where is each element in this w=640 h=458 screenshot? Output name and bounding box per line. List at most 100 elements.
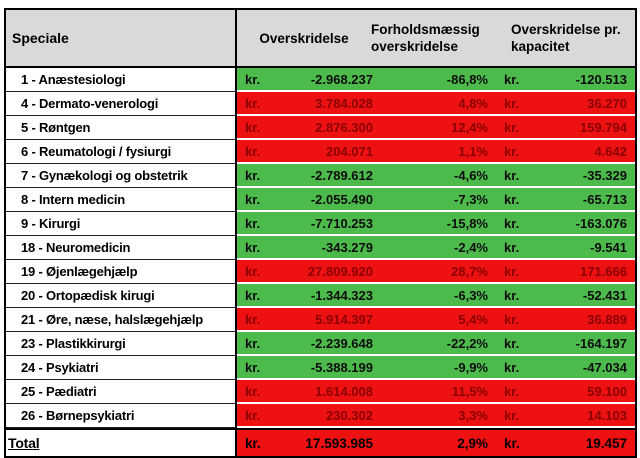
overskridelse-total: 17.593.985 [305,435,373,451]
row-values[interactable]: kr. 230.302 3,3% kr. 14.103 [237,404,635,428]
row-values[interactable]: kr. 204.071 1,1% kr. 4.642 [237,140,635,164]
table-row: 19 - Øjenlægehjælp kr. 27.809.920 28,7% … [6,260,635,284]
overskridelse-value: -2.239.648 [310,335,373,351]
row-values[interactable]: kr. 1.614.008 11,5% kr. 59.100 [237,380,635,404]
specialty-label[interactable]: 9 - Kirurgi [6,212,237,236]
per-capacity-value: 14.103 [587,407,627,423]
per-capacity-value: 171.666 [580,263,627,279]
total-values[interactable]: kr. 17.593.985 2,9% kr. 19.457 [237,430,635,456]
currency-label: kr. [504,335,520,351]
currency-label: kr. [504,311,520,327]
currency-label: kr. [504,383,520,399]
specialty-overrun-table: Speciale Overskridelse Forholdsmæssig ov… [4,8,637,458]
row-values[interactable]: kr. -1.344.323 -6,3% kr. -52.431 [237,284,635,308]
table-row: 20 - Ortopædisk kirugi kr. -1.344.323 -6… [6,284,635,308]
percent-value: -2,4% [454,239,488,255]
per-capacity-total: 19.457 [585,435,627,451]
overskridelse-value: -2.055.490 [310,191,373,207]
currency-label: kr. [504,215,520,231]
overskridelse-value: 204.071 [326,143,373,159]
currency-label: kr. [245,435,261,451]
per-capacity-value: 4.642 [594,143,627,159]
percent-total: 2,9% [457,435,488,451]
column-header-pr-kapacitet[interactable]: Overskridelse pr. kapacitet [511,22,621,54]
table-header-row: Speciale Overskridelse Forholdsmæssig ov… [6,10,635,68]
currency-label: kr. [504,407,520,423]
currency-label: kr. [245,407,261,423]
table-row: 1 - Anæstesiologi kr. -2.968.237 -86,8% … [6,68,635,92]
column-header-speciale[interactable]: Speciale [6,10,237,66]
currency-label: kr. [504,143,520,159]
overskridelse-value: -5.388.199 [310,359,373,375]
per-capacity-value: 36.889 [587,311,627,327]
specialty-label[interactable]: 18 - Neuromedicin [6,236,237,260]
per-capacity-value: -65.713 [582,191,627,207]
specialty-label[interactable]: 25 - Pædiatri [6,380,237,404]
total-label[interactable]: Total [6,430,237,456]
specialty-label[interactable]: 5 - Røntgen [6,116,237,140]
specialty-label[interactable]: 4 - Dermato-venerologi [6,92,237,116]
currency-label: kr. [504,359,520,375]
specialty-label[interactable]: 24 - Psykiatri [6,356,237,380]
table-row: 9 - Kirurgi kr. -7.710.253 -15,8% kr. -1… [6,212,635,236]
row-values[interactable]: kr. 5.914.397 5,4% kr. 36.889 [237,308,635,332]
table-row: 5 - Røntgen kr. 2.876.300 12,4% kr. 159.… [6,116,635,140]
row-values[interactable]: kr. -2.055.490 -7,3% kr. -65.713 [237,188,635,212]
percent-value: 5,4% [458,311,488,327]
column-header-overskridelse[interactable]: Overskridelse [259,30,349,46]
currency-label: kr. [504,95,520,111]
table-row: 26 - Børnepsykiatri kr. 230.302 3,3% kr.… [6,404,635,428]
specialty-label[interactable]: 8 - Intern medicin [6,188,237,212]
overskridelse-value: 5.914.397 [315,311,373,327]
row-values[interactable]: kr. -5.388.199 -9,9% kr. -47.034 [237,356,635,380]
specialty-label[interactable]: 6 - Reumatologi / fysiurgi [6,140,237,164]
currency-label: kr. [504,191,520,207]
currency-label: kr. [504,287,520,303]
row-values[interactable]: kr. -7.710.253 -15,8% kr. -163.076 [237,212,635,236]
per-capacity-value: 59.100 [587,383,627,399]
currency-label: kr. [245,287,261,303]
per-capacity-value: -120.513 [575,71,627,87]
currency-label: kr. [245,335,261,351]
table-row: 7 - Gynækologi og obstetrik kr. -2.789.6… [6,164,635,188]
specialty-label[interactable]: 23 - Plastikkirurgi [6,332,237,356]
currency-label: kr. [245,191,261,207]
currency-label: kr. [504,239,520,255]
overskridelse-value: 1.614.008 [315,383,373,399]
row-values[interactable]: kr. -2.789.612 -4,6% kr. -35.329 [237,164,635,188]
percent-value: -7,3% [454,191,488,207]
table-row: 18 - Neuromedicin kr. -343.279 -2,4% kr.… [6,236,635,260]
row-values[interactable]: kr. 3.784.028 4,8% kr. 36.270 [237,92,635,116]
specialty-label[interactable]: 20 - Ortopædisk kirugi [6,284,237,308]
table-total-row: Total kr. 17.593.985 2,9% kr. 19.457 [6,428,635,456]
specialty-label[interactable]: 21 - Øre, næse, halslægehjælp [6,308,237,332]
currency-label: kr. [245,359,261,375]
specialty-label[interactable]: 7 - Gynækologi og obstetrik [6,164,237,188]
row-values[interactable]: kr. -2.239.648 -22,2% kr. -164.197 [237,332,635,356]
per-capacity-value: -52.431 [582,287,627,303]
table-row: 25 - Pædiatri kr. 1.614.008 11,5% kr. 59… [6,380,635,404]
currency-label: kr. [504,263,520,279]
currency-label: kr. [245,119,261,135]
overskridelse-value: 3.784.028 [315,95,373,111]
specialty-label[interactable]: 19 - Øjenlægehjælp [6,260,237,284]
row-values[interactable]: kr. -2.968.237 -86,8% kr. -120.513 [237,68,635,92]
percent-value: 11,5% [451,383,488,399]
per-capacity-value: 159.794 [580,119,627,135]
column-header-forholdsmaessig[interactable]: Forholdsmæssig overskridelse [371,22,480,54]
row-values[interactable]: kr. 2.876.300 12,4% kr. 159.794 [237,116,635,140]
percent-value: 4,8% [458,95,488,111]
row-values[interactable]: kr. 27.809.920 28,7% kr. 171.666 [237,260,635,284]
currency-label: kr. [245,311,261,327]
per-capacity-value: -35.329 [582,167,627,183]
specialty-label[interactable]: 26 - Børnepsykiatri [6,404,237,428]
overskridelse-value: -7.710.253 [310,215,373,231]
overskridelse-value: -2.789.612 [310,167,373,183]
specialty-label[interactable]: 1 - Anæstesiologi [6,68,237,92]
table-row: 4 - Dermato-venerologi kr. 3.784.028 4,8… [6,92,635,116]
row-values[interactable]: kr. -343.279 -2,4% kr. -9.541 [237,236,635,260]
per-capacity-value: -163.076 [575,215,627,231]
table-row: 21 - Øre, næse, halslægehjælp kr. 5.914.… [6,308,635,332]
percent-value: -86,8% [446,71,488,87]
currency-label: kr. [504,71,520,87]
